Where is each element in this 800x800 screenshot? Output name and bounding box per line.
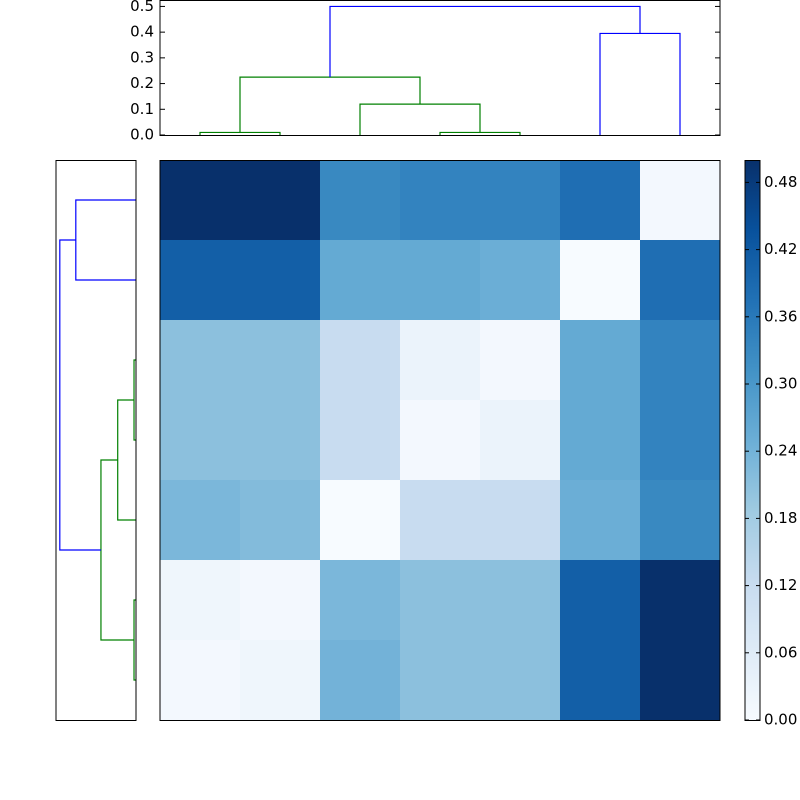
- dendrogram-link: [329, 5, 641, 78]
- axes-frame: [159, 0, 721, 136]
- heatmap-cell: [320, 160, 401, 241]
- heatmap-cell: [560, 560, 641, 641]
- heatmap-cell: [400, 640, 481, 721]
- heatmap-cell: [240, 320, 321, 401]
- heatmap-cell: [480, 320, 561, 401]
- heatmap-cell: [320, 480, 401, 561]
- heatmap-cell: [640, 480, 721, 561]
- colorbar-tick-label: 0.18: [764, 509, 797, 527]
- colorbar-tick-label: 0.36: [764, 307, 797, 325]
- axes-frame: [159, 160, 721, 721]
- heatmap-cell: [640, 240, 721, 321]
- heatmap-cell: [640, 640, 721, 721]
- y-tick-label: 0.3: [130, 48, 154, 66]
- heatmap-cell: [320, 240, 401, 321]
- heatmap-cell: [160, 320, 241, 401]
- y-tick-label: 0.0: [130, 126, 154, 144]
- colorbar-tick-label: 0.12: [764, 576, 797, 594]
- colorbar-tick-label: 0.06: [764, 643, 797, 661]
- heatmap-cell: [480, 640, 561, 721]
- heatmap-cell: [640, 320, 721, 401]
- colorbar: [745, 160, 760, 720]
- heatmap-cell: [160, 160, 241, 241]
- heatmap-cell: [560, 400, 641, 481]
- colorbar-tick-label: 0.48: [764, 173, 797, 191]
- heatmap-cell: [560, 160, 641, 241]
- heatmap-cell: [320, 560, 401, 641]
- heatmap-cell: [160, 400, 241, 481]
- heatmap-cell: [560, 320, 641, 401]
- dendrogram-link: [117, 399, 136, 521]
- heatmap-cell: [400, 240, 481, 321]
- axes-frame: [744, 160, 761, 721]
- dendrogram-link: [199, 131, 281, 135]
- heatmap-cell: [240, 480, 321, 561]
- colorbar-tick-label: 0.00: [764, 711, 797, 729]
- heatmap-cell: [240, 240, 321, 321]
- y-tick-label: 0.4: [130, 23, 154, 41]
- heatmap-cell: [480, 480, 561, 561]
- heatmap-cell: [400, 400, 481, 481]
- heatmap-cell: [560, 640, 641, 721]
- dendrogram-link: [439, 131, 521, 135]
- y-tick-label: 0.5: [130, 0, 154, 15]
- y-tick-label: 0.1: [130, 100, 154, 118]
- heatmap-cell: [480, 160, 561, 241]
- colorbar-tick-label: 0.24: [764, 442, 797, 460]
- heatmap-cell: [560, 240, 641, 321]
- dendrogram-link: [59, 239, 101, 551]
- heatmap-cell: [320, 320, 401, 401]
- heatmap-cell: [160, 240, 241, 321]
- dendrogram-link: [359, 103, 481, 135]
- heatmap-cell: [640, 160, 721, 241]
- heatmap-cell: [400, 320, 481, 401]
- heatmap-cell: [480, 240, 561, 321]
- colorbar-tick-label: 0.42: [764, 240, 797, 258]
- heatmap-cell: [480, 560, 561, 641]
- heatmap-cell: [160, 640, 241, 721]
- dendrogram-link: [239, 76, 421, 133]
- axes-frame: [55, 160, 137, 721]
- heatmap-cell: [640, 400, 721, 481]
- heatmap-cell: [480, 400, 561, 481]
- heatmap-cell: [560, 480, 641, 561]
- heatmap-cell: [240, 640, 321, 721]
- dendrogram-link: [75, 199, 136, 281]
- heatmap-cell: [400, 480, 481, 561]
- heatmap-cell: [400, 160, 481, 241]
- heatmap-cell: [320, 640, 401, 721]
- colorbar-tick-label: 0.30: [764, 375, 797, 393]
- heatmap-cell: [240, 160, 321, 241]
- heatmap-cell: [640, 560, 721, 641]
- heatmap-cell: [160, 480, 241, 561]
- heatmap-cell: [160, 560, 241, 641]
- y-tick-label: 0.2: [130, 74, 154, 92]
- heatmap-cell: [400, 560, 481, 641]
- heatmap-cell: [240, 560, 321, 641]
- heatmap-cell: [240, 400, 321, 481]
- dendrogram-link: [599, 32, 681, 135]
- heatmap-cell: [320, 400, 401, 481]
